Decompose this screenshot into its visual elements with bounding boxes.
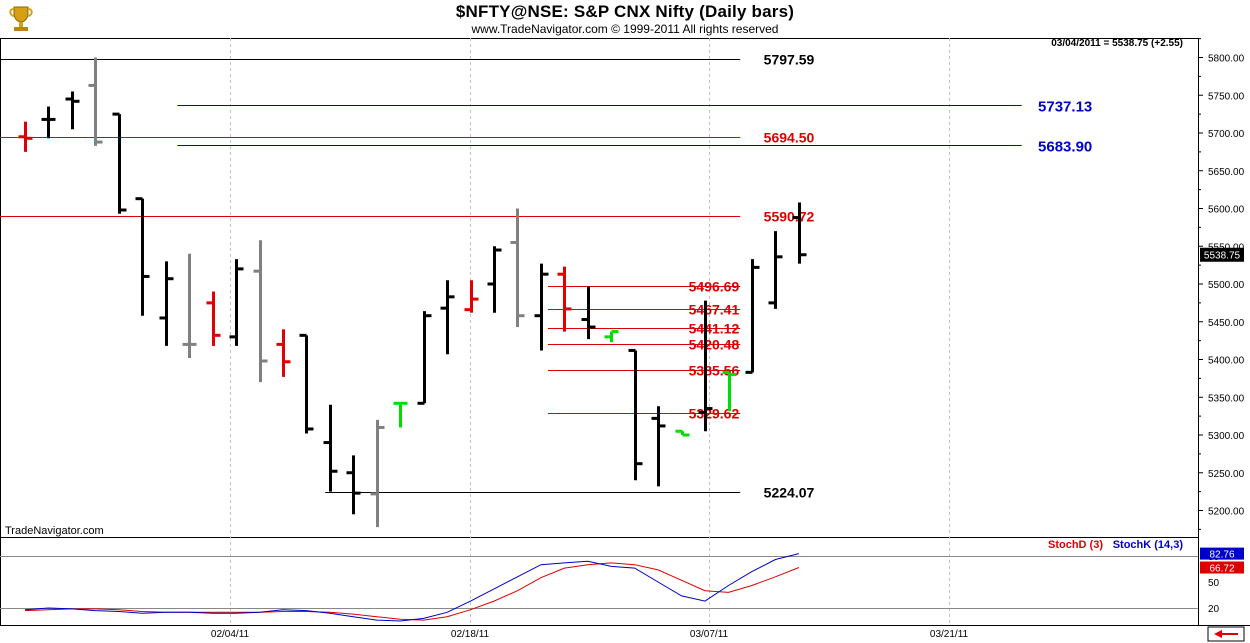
price-levels: 5797.59 5737.13 5694.50 5683.90 5590.72 5496.… — [0, 52, 1092, 501]
level-label: 5683.90 — [1038, 139, 1092, 156]
level-label: 5420.48 — [689, 337, 740, 353]
y-tick-label: 5650.00 — [1208, 167, 1245, 178]
chart-header: $NFTY@NSE: S&P CNX Nifty (Daily bars) ww… — [0, 0, 1250, 38]
level-label: 5224.07 — [764, 485, 815, 501]
x-tick-label: 03/21/11 — [930, 629, 969, 640]
level-label: 5737.13 — [1038, 99, 1092, 116]
copyright-text: www.TradeNavigator.com © 1999-2011 All r… — [471, 22, 779, 36]
x-tick-label: 02/04/11 — [211, 629, 250, 640]
stoch-d-value-box — [1200, 561, 1244, 574]
stoch-tick-label: 20 — [1208, 604, 1220, 615]
stoch-k-legend: StochK (14,3) — [1113, 539, 1184, 551]
level-label: 5329.62 — [689, 406, 740, 422]
level-label: 5467.41 — [689, 302, 740, 318]
y-tick-label: 5250.00 — [1208, 469, 1245, 480]
y-tick-label: 5750.00 — [1208, 91, 1245, 102]
level-label: 5797.59 — [764, 52, 815, 68]
axis-labels: 5200.00 5250.00 5300.00 5350.00 5400.00 5450.… — [211, 38, 1245, 642]
stoch-k-value-box — [1200, 547, 1244, 560]
stoch-k-line — [24, 553, 800, 622]
x-tick-label: 03/07/11 — [690, 629, 729, 640]
price-bars — [18, 57, 807, 528]
stoch-k-value: 82.76 — [1209, 550, 1234, 561]
y-tick-label: 5800.00 — [1208, 54, 1245, 65]
last-price-label: 5538.75 — [1204, 251, 1241, 262]
y-tick-label: 5400.00 — [1208, 356, 1245, 367]
chart-frame — [0, 38, 1250, 626]
level-label: 5385.56 — [689, 363, 740, 379]
level-label: 5496.69 — [689, 279, 740, 295]
y-tick-label: 5300.00 — [1208, 431, 1245, 442]
price-readout: 03/04/2011 = 5538.75 (+2.55) — [1051, 38, 1183, 49]
level-label: 5590.72 — [764, 209, 815, 225]
y-tick-label: 5600.00 — [1208, 205, 1245, 216]
y-tick-label: 5700.00 — [1208, 129, 1245, 140]
chart-title: $NFTY@NSE: S&P CNX Nifty (Daily bars) — [455, 2, 795, 21]
y-tick-label: 5450.00 — [1208, 318, 1245, 329]
y-tick-label: 5350.00 — [1208, 393, 1245, 404]
trophy-icon — [6, 4, 36, 34]
scroll-arrow-icon — [1214, 630, 1238, 638]
watermark: TradeNavigator.com — [5, 525, 104, 537]
grid-lines — [230, 38, 950, 625]
y-tick-label: 5200.00 — [1208, 507, 1245, 518]
stoch-d-legend: StochD (3) — [1048, 539, 1103, 551]
y-tick-label: 5500.00 — [1208, 280, 1245, 291]
stoch-d-line — [24, 562, 800, 621]
x-tick-label: 02/18/11 — [451, 629, 490, 640]
level-label: 5441.12 — [689, 321, 740, 337]
stoch-tick-label: 50 — [1208, 578, 1220, 589]
level-label: 5694.50 — [764, 130, 815, 146]
last-price-box — [1200, 247, 1244, 262]
stoch-d-value: 66.72 — [1209, 564, 1234, 575]
